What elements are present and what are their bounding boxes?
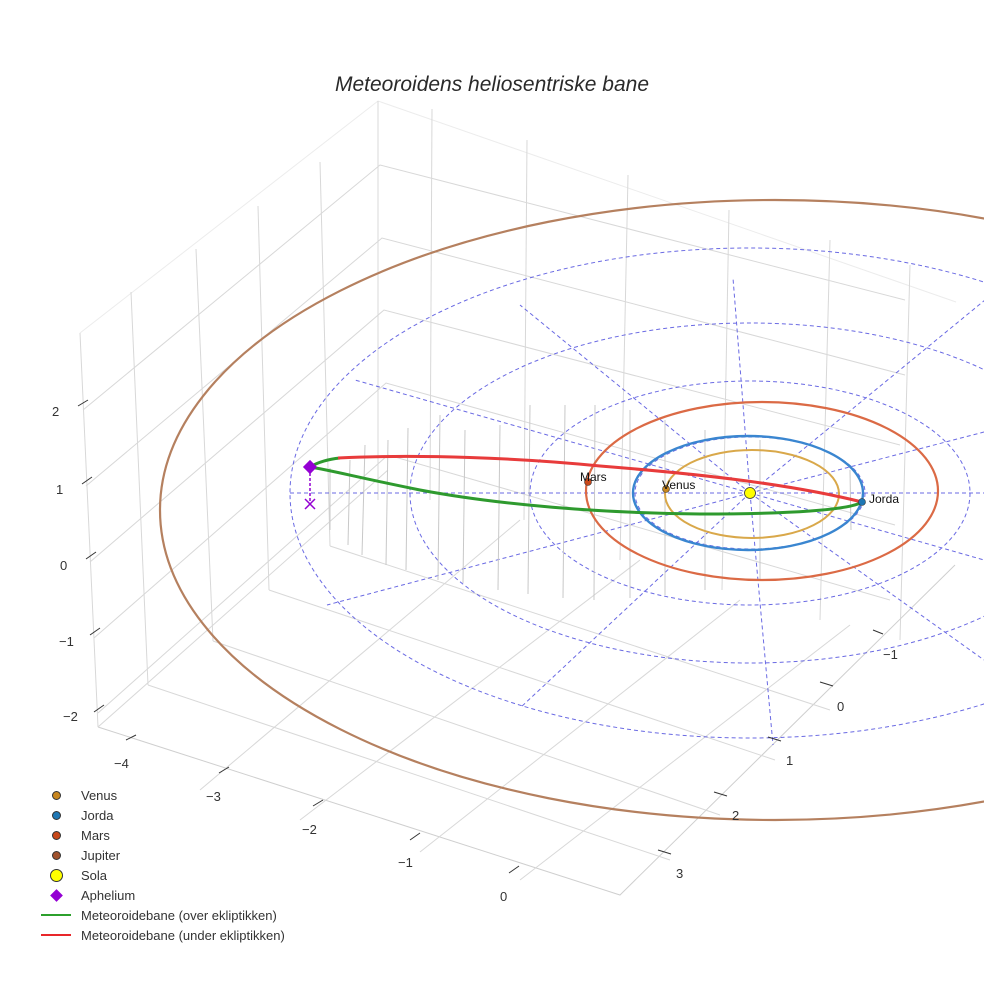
venus-dot-icon xyxy=(51,790,61,800)
legend-item-orbit-above[interactable]: Meteoroidebane (over ekliptikken) xyxy=(38,905,285,925)
green-line-icon xyxy=(41,914,71,916)
legend-label: Mars xyxy=(81,827,110,843)
legend-label: Jorda xyxy=(81,807,114,823)
mars-dot-icon xyxy=(51,830,61,840)
jupiter-orbit xyxy=(159,198,984,822)
sun-dot-icon xyxy=(49,868,63,882)
aphelion-projection-x-icon xyxy=(304,498,316,510)
sun-marker[interactable] xyxy=(744,487,756,499)
legend-item-aphelium[interactable]: Aphelium xyxy=(38,885,285,905)
legend-item-mars[interactable]: Mars xyxy=(38,825,285,845)
y-tick-neg1: −1 xyxy=(883,647,898,662)
z-tick-neg1: −1 xyxy=(59,634,74,649)
earth-orbit xyxy=(631,434,865,552)
legend-item-sola[interactable]: Sola xyxy=(38,865,285,885)
red-line-icon xyxy=(41,934,71,936)
z-tick-0: 0 xyxy=(60,558,68,573)
meteoroid-orbit-below xyxy=(337,454,863,504)
y-tick-2: 2 xyxy=(732,808,740,823)
jupiter-dot-icon xyxy=(51,850,61,860)
z-tick-2: 2 xyxy=(52,404,60,419)
y-tick-0: 0 xyxy=(837,699,845,714)
legend: Venus Jorda Mars Jupiter Sola Aphelium M… xyxy=(38,785,285,945)
meteoroid-orbit-above xyxy=(309,465,863,516)
x-tick-neg2: −2 xyxy=(302,822,317,837)
jorda-dot-icon xyxy=(51,810,61,820)
x-tick-0: 0 xyxy=(500,889,508,904)
chart-title: Meteoroidens heliosentriske bane xyxy=(334,73,650,96)
drop-lines xyxy=(329,404,852,601)
legend-label: Sola xyxy=(81,867,108,883)
z-tick-neg2: −2 xyxy=(63,709,78,724)
venus-marker[interactable] xyxy=(662,485,670,493)
y-tick-3: 3 xyxy=(676,866,684,881)
jorda-label: Jorda xyxy=(869,492,900,506)
legend-item-orbit-below[interactable]: Meteoroidebane (under ekliptikken) xyxy=(38,925,285,945)
y-tick-1: 1 xyxy=(786,753,794,768)
venus-label: Venus xyxy=(662,478,696,492)
x-tick-neg1: −1 xyxy=(398,855,413,870)
x-tick-neg3: −3 xyxy=(206,789,221,804)
legend-label: Jupiter xyxy=(81,847,121,863)
axis-box xyxy=(79,100,957,896)
legend-item-jorda[interactable]: Jorda xyxy=(38,805,285,825)
z-tick-1: 1 xyxy=(56,482,64,497)
tick-marks xyxy=(77,399,884,874)
earth-marker[interactable] xyxy=(858,498,866,506)
legend-item-jupiter[interactable]: Jupiter xyxy=(38,845,285,865)
legend-item-venus[interactable]: Venus xyxy=(38,785,285,805)
diamond-icon xyxy=(49,888,63,902)
legend-label: Meteoroidebane (over ekliptikken) xyxy=(81,907,277,923)
venus-orbit xyxy=(664,449,840,539)
mars-label: Mars xyxy=(580,470,607,484)
legend-label: Aphelium xyxy=(81,887,136,903)
aphelion-diamond-icon[interactable] xyxy=(302,459,318,475)
mars-marker[interactable] xyxy=(584,478,592,486)
x-tick-neg4: −4 xyxy=(114,756,129,771)
mars-orbit xyxy=(584,400,940,582)
legend-label: Venus xyxy=(81,787,118,803)
legend-label: Meteoroidebane (under ekliptikken) xyxy=(81,927,285,943)
